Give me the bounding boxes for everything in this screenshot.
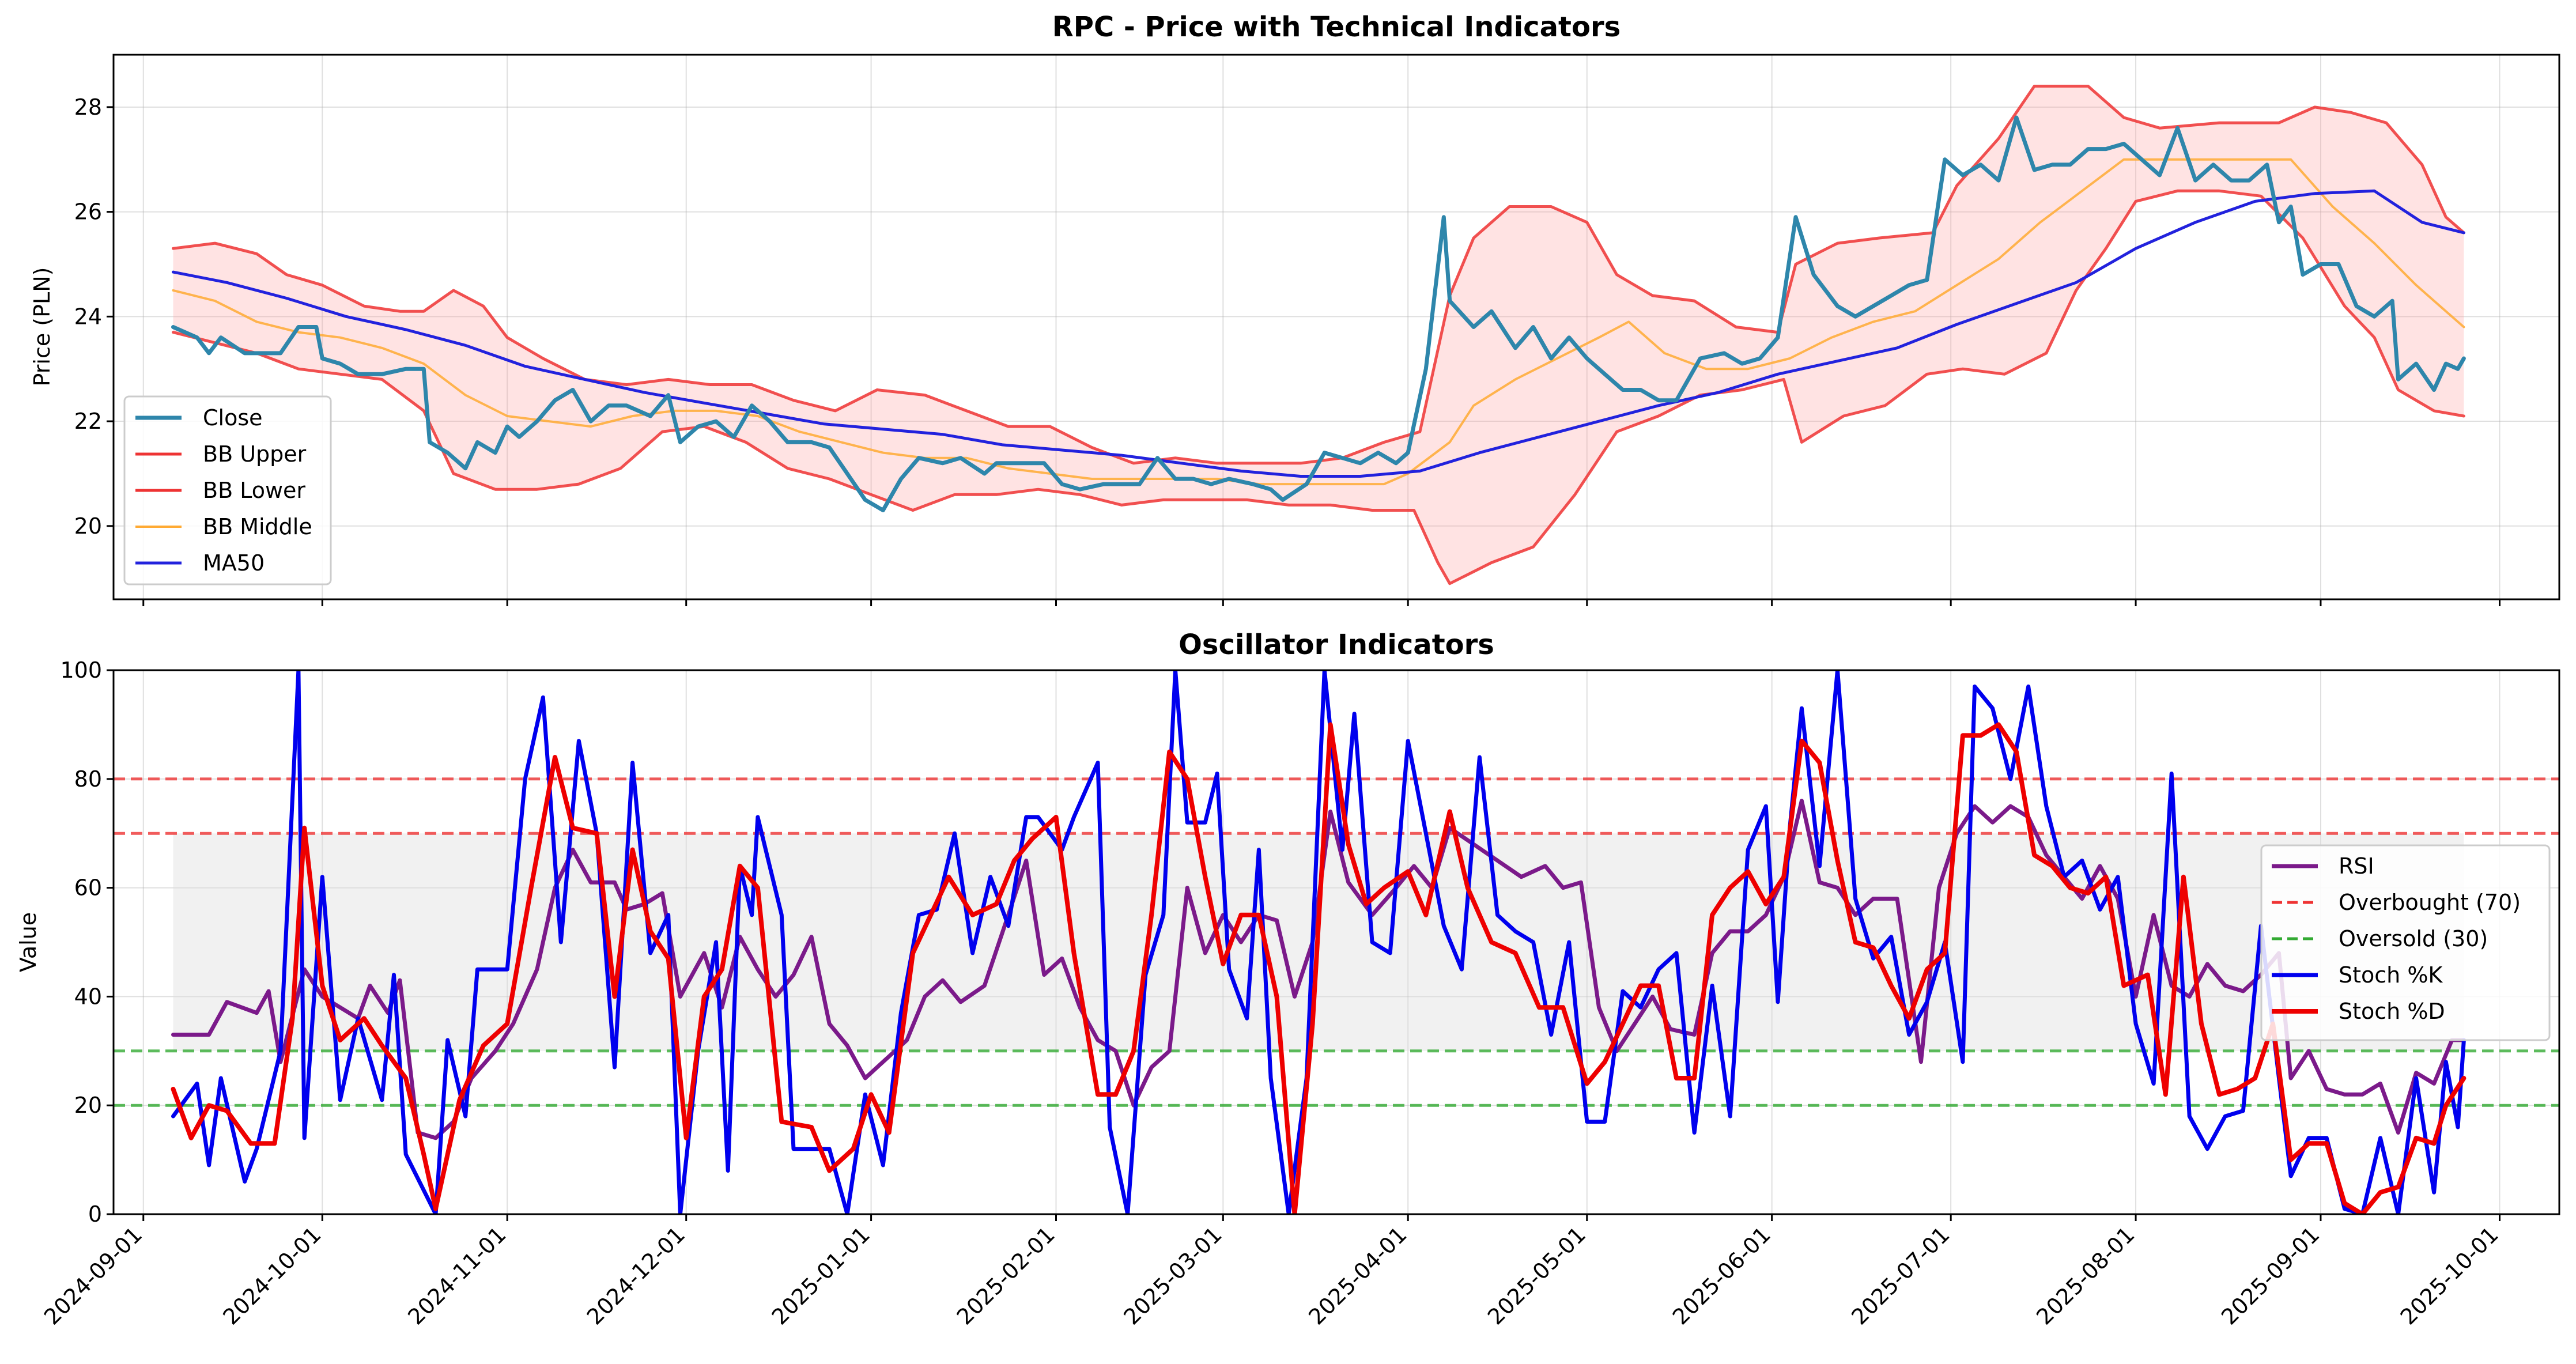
series-line-stoch-d xyxy=(171,722,2467,1214)
x-tick-label: 2025-08-01 xyxy=(2031,1222,2139,1329)
y-tick-label: 20 xyxy=(74,1093,102,1118)
y-tick-label: 28 xyxy=(74,95,102,120)
price-panel: RPC - Price with Technical Indicators 20… xyxy=(29,11,2560,606)
oscillator-panel: Oscillator Indicators 0 20 40 60 80 100 2024-… xyxy=(16,629,2560,1330)
y-tick-label: 100 xyxy=(60,658,102,683)
series-line-bb-lower xyxy=(172,189,2465,585)
x-tick-label: 2025-10-01 xyxy=(2396,1222,2503,1329)
x-tick-label: 2024-09-01 xyxy=(39,1222,147,1329)
series-line-close xyxy=(171,115,2466,512)
x-tick-label: 2025-04-01 xyxy=(1304,1222,1411,1329)
price-y-ticks: 20 22 24 26 28 xyxy=(74,95,114,539)
y-tick-label: 60 xyxy=(74,875,102,901)
legend-label-stoch-d: Stoch %D xyxy=(2339,999,2445,1024)
legend-label-bb-upper: BB Upper xyxy=(203,441,307,467)
x-tick-label: 2025-05-01 xyxy=(1483,1222,1591,1329)
oscillator-y-axis-label: Value xyxy=(16,912,41,972)
x-tick-label: 2025-09-01 xyxy=(2216,1222,2324,1329)
x-tick-label: 2024-11-01 xyxy=(403,1222,511,1329)
oscillator-panel-title: Oscillator Indicators xyxy=(1179,629,1494,661)
y-tick-label: 80 xyxy=(74,766,102,792)
y-tick-label: 24 xyxy=(74,304,102,329)
oscillator-legend: RSI Overbought (70) Oversold (30) Stoch %K S… xyxy=(2260,844,2551,1041)
y-tick-label: 20 xyxy=(74,513,102,539)
y-tick-label: 26 xyxy=(74,199,102,225)
legend-label-bb-lower: BB Lower xyxy=(203,478,305,503)
legend-label-close: Close xyxy=(203,405,263,430)
y-tick-label: 40 xyxy=(74,984,102,1009)
x-tick-label: 2025-06-01 xyxy=(1668,1222,1776,1329)
price-plot-frame xyxy=(112,54,2560,600)
oscillator-x-ticks: 2024-09-01 2024-10-01 2024-11-01 2024-12-01… xyxy=(39,1214,2503,1330)
series-line-ma50 xyxy=(172,189,2465,478)
x-tick-label: 2025-01-01 xyxy=(767,1222,875,1329)
x-tick-label: 2025-03-01 xyxy=(1119,1222,1226,1329)
oscillator-y-ticks: 0 20 40 60 80 100 xyxy=(60,658,114,1227)
price-legend: Close BB Upper BB Lower BB Middle MA50 xyxy=(123,395,332,585)
price-x-ticks xyxy=(142,599,2501,606)
legend-label-overbought-70: Overbought (70) xyxy=(2339,890,2521,915)
legend-label-oversold-30: Oversold (30) xyxy=(2339,926,2488,951)
series-line-bb-middle xyxy=(172,158,2465,486)
legend-label-stoch-k: Stoch %K xyxy=(2339,962,2443,988)
price-grid xyxy=(114,55,2559,599)
price-y-axis-label: Price (PLN) xyxy=(29,267,55,387)
price-panel-title: RPC - Price with Technical Indicators xyxy=(1052,11,1621,43)
x-tick-label: 2024-12-01 xyxy=(582,1222,690,1329)
oscillator-series-group xyxy=(171,670,2467,1214)
legend-label-bb-middle: BB Middle xyxy=(203,514,312,539)
legend-label-ma50: MA50 xyxy=(203,550,265,576)
price-series-group xyxy=(171,85,2466,585)
oscillator-plot-frame xyxy=(112,669,2560,1215)
x-tick-label: 2025-02-01 xyxy=(952,1222,1060,1329)
x-tick-label: 2025-07-01 xyxy=(1846,1222,1954,1329)
x-tick-label: 2024-10-01 xyxy=(218,1222,326,1329)
legend-label-rsi: RSI xyxy=(2339,853,2374,879)
y-tick-label: 22 xyxy=(74,409,102,434)
y-tick-label: 0 xyxy=(88,1201,102,1227)
